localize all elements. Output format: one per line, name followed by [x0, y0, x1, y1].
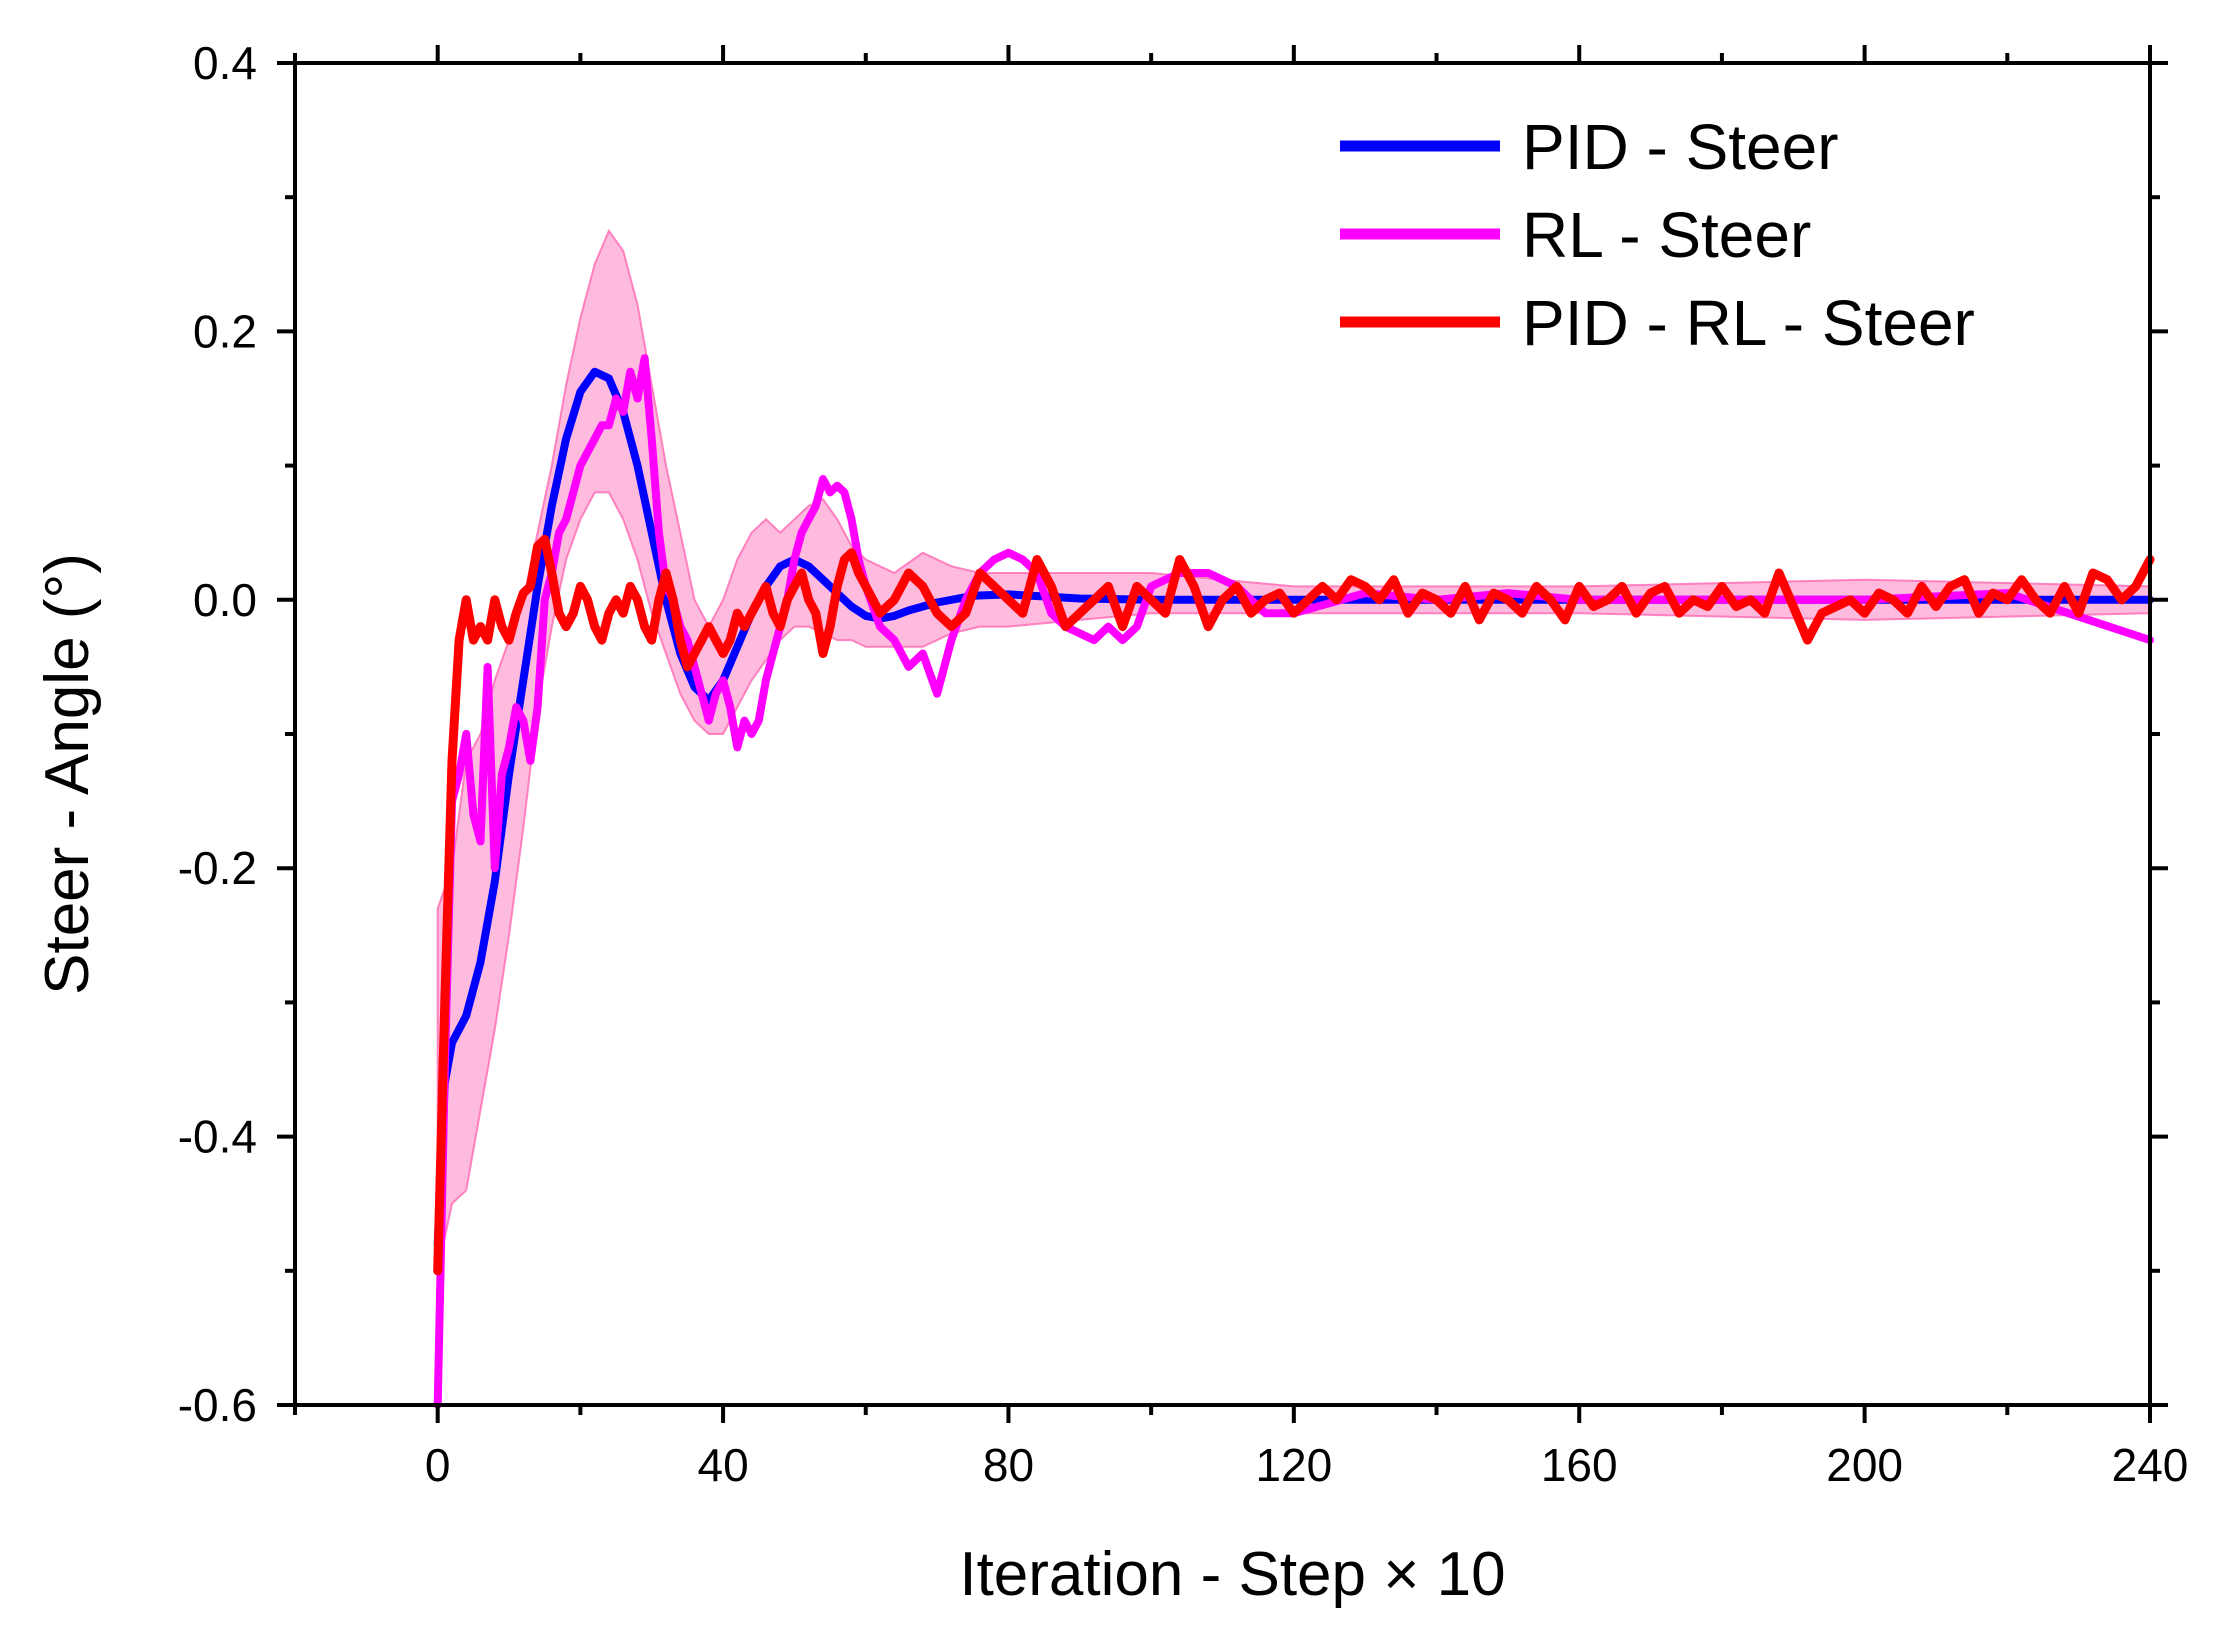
x-tick-label: 40	[697, 1439, 748, 1491]
series-layer	[433, 354, 2155, 1409]
x-tick-label: 80	[983, 1439, 1034, 1491]
series-line-rl-steer	[433, 354, 2154, 1409]
axis-layer: 0 40 80 120 160 200 240 0.4 0.2 0.0 -0.2 -0.4 -0.6	[178, 37, 2189, 1491]
y-tick-label: -0.2	[178, 842, 257, 894]
legend-label: PID - RL - Steer	[1522, 287, 1975, 359]
y-tick-label: 0.4	[193, 37, 257, 89]
y-tick-label: 0.2	[193, 305, 257, 357]
x-tick-label: 240	[2112, 1439, 2189, 1491]
y-tick-label: -0.4	[178, 1111, 257, 1163]
x-axis-title: Iteration - Step × 10	[959, 1540, 1505, 1609]
x-tick-label: 120	[1255, 1439, 1332, 1491]
y-axis-title: Steer - Angle (°)	[33, 553, 102, 995]
legend-label: PID - Steer	[1522, 111, 1839, 183]
x-tick-label: 200	[1826, 1439, 1903, 1491]
x-tick-label: 160	[1541, 1439, 1618, 1491]
y-tick-label: -0.6	[178, 1379, 257, 1431]
legend-label: RL - Steer	[1522, 199, 1811, 271]
x-tick-label: 0	[425, 1439, 451, 1491]
y-tick-label: 0.0	[193, 574, 257, 626]
series-line-pid-rl-steer	[433, 534, 2155, 1276]
legend: PID - Steer RL - Steer PID - RL - Steer	[1340, 111, 1975, 359]
